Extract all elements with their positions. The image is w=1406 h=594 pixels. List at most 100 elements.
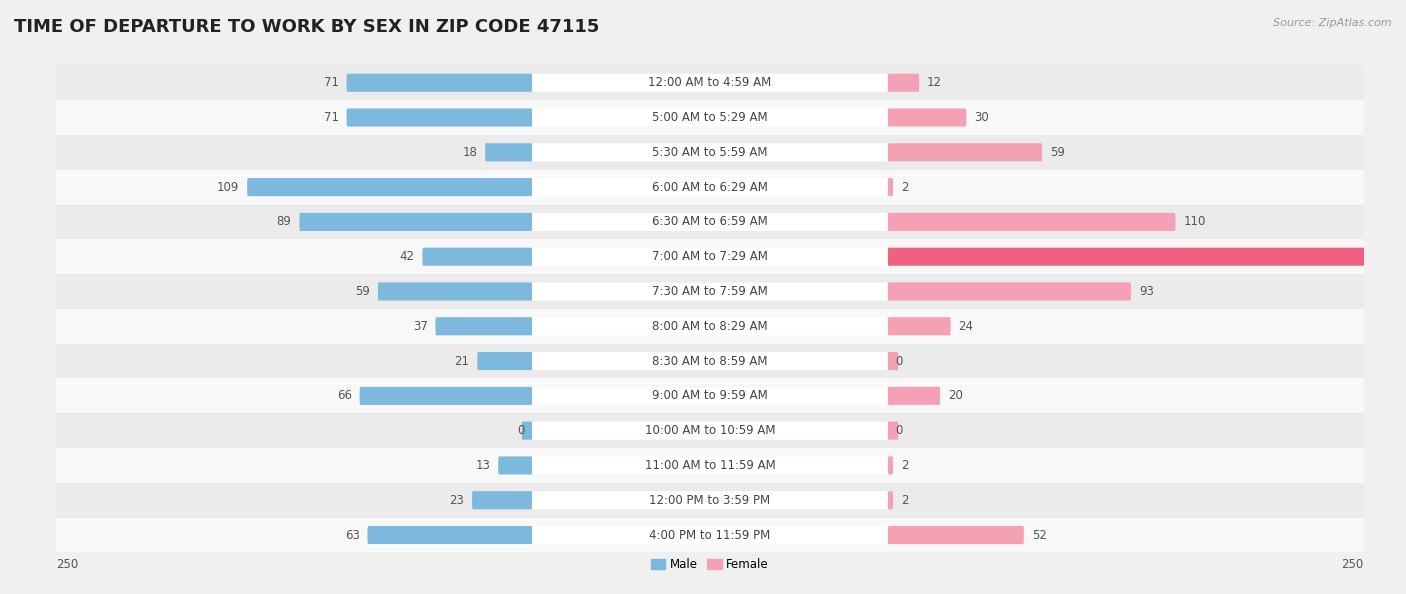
FancyBboxPatch shape — [533, 352, 887, 370]
Bar — [56, 517, 1364, 552]
FancyBboxPatch shape — [887, 526, 1024, 544]
Text: 110: 110 — [1184, 216, 1206, 229]
Text: 2: 2 — [901, 459, 908, 472]
Text: 5:30 AM to 5:59 AM: 5:30 AM to 5:59 AM — [652, 146, 768, 159]
FancyBboxPatch shape — [887, 143, 1042, 162]
FancyBboxPatch shape — [533, 109, 887, 127]
Text: 12: 12 — [927, 76, 942, 89]
Text: 0: 0 — [896, 355, 903, 368]
FancyBboxPatch shape — [533, 422, 887, 440]
FancyBboxPatch shape — [887, 109, 966, 127]
Text: 109: 109 — [217, 181, 239, 194]
Text: 2: 2 — [901, 494, 908, 507]
Text: 12:00 AM to 4:59 AM: 12:00 AM to 4:59 AM — [648, 76, 772, 89]
Text: 63: 63 — [344, 529, 360, 542]
Bar — [56, 448, 1364, 483]
Text: 8:00 AM to 8:29 AM: 8:00 AM to 8:29 AM — [652, 320, 768, 333]
Text: 0: 0 — [896, 424, 903, 437]
FancyBboxPatch shape — [247, 178, 533, 196]
Text: 2: 2 — [901, 181, 908, 194]
FancyBboxPatch shape — [887, 178, 893, 196]
Bar — [56, 274, 1364, 309]
FancyBboxPatch shape — [887, 317, 950, 336]
Text: 10:00 AM to 10:59 AM: 10:00 AM to 10:59 AM — [645, 424, 775, 437]
FancyBboxPatch shape — [887, 213, 1175, 231]
FancyBboxPatch shape — [533, 387, 887, 405]
Legend: Male, Female: Male, Female — [647, 553, 773, 576]
FancyBboxPatch shape — [887, 456, 893, 475]
Text: 5:00 AM to 5:29 AM: 5:00 AM to 5:29 AM — [652, 111, 768, 124]
Bar — [56, 170, 1364, 204]
Bar — [56, 135, 1364, 170]
FancyBboxPatch shape — [533, 74, 887, 92]
FancyBboxPatch shape — [367, 526, 533, 544]
FancyBboxPatch shape — [346, 74, 533, 92]
Text: 30: 30 — [974, 111, 988, 124]
FancyBboxPatch shape — [887, 422, 898, 440]
Text: 6:00 AM to 6:29 AM: 6:00 AM to 6:29 AM — [652, 181, 768, 194]
Text: 8:30 AM to 8:59 AM: 8:30 AM to 8:59 AM — [652, 355, 768, 368]
Text: TIME OF DEPARTURE TO WORK BY SEX IN ZIP CODE 47115: TIME OF DEPARTURE TO WORK BY SEX IN ZIP … — [14, 18, 599, 36]
Bar — [56, 65, 1364, 100]
Text: 23: 23 — [450, 494, 464, 507]
Text: 0: 0 — [517, 424, 524, 437]
Text: Source: ZipAtlas.com: Source: ZipAtlas.com — [1274, 18, 1392, 28]
Text: 89: 89 — [277, 216, 291, 229]
Text: 6:30 AM to 6:59 AM: 6:30 AM to 6:59 AM — [652, 216, 768, 229]
FancyBboxPatch shape — [299, 213, 533, 231]
Bar — [56, 100, 1364, 135]
Text: 21: 21 — [454, 355, 470, 368]
FancyBboxPatch shape — [346, 109, 533, 127]
FancyBboxPatch shape — [533, 282, 887, 301]
Text: 9:00 AM to 9:59 AM: 9:00 AM to 9:59 AM — [652, 389, 768, 402]
Text: 250: 250 — [56, 558, 79, 571]
Text: 13: 13 — [475, 459, 491, 472]
FancyBboxPatch shape — [533, 143, 887, 162]
Text: 18: 18 — [463, 146, 477, 159]
Text: 20: 20 — [948, 389, 963, 402]
Text: 11:00 AM to 11:59 AM: 11:00 AM to 11:59 AM — [645, 459, 775, 472]
Bar — [56, 239, 1364, 274]
FancyBboxPatch shape — [887, 248, 1406, 266]
FancyBboxPatch shape — [887, 282, 1130, 301]
FancyBboxPatch shape — [533, 491, 887, 509]
FancyBboxPatch shape — [887, 491, 893, 509]
Text: 52: 52 — [1032, 529, 1046, 542]
FancyBboxPatch shape — [498, 456, 533, 475]
Text: 250: 250 — [1341, 558, 1364, 571]
FancyBboxPatch shape — [533, 456, 887, 475]
FancyBboxPatch shape — [533, 317, 887, 336]
Text: 71: 71 — [323, 111, 339, 124]
Bar — [56, 309, 1364, 344]
FancyBboxPatch shape — [533, 248, 887, 266]
FancyBboxPatch shape — [485, 143, 533, 162]
Text: 66: 66 — [337, 389, 352, 402]
FancyBboxPatch shape — [472, 491, 533, 509]
FancyBboxPatch shape — [887, 352, 898, 370]
FancyBboxPatch shape — [533, 178, 887, 196]
Text: 42: 42 — [399, 250, 415, 263]
Text: 4:00 PM to 11:59 PM: 4:00 PM to 11:59 PM — [650, 529, 770, 542]
FancyBboxPatch shape — [887, 387, 941, 405]
FancyBboxPatch shape — [360, 387, 533, 405]
FancyBboxPatch shape — [436, 317, 533, 336]
Bar — [56, 378, 1364, 413]
Text: 37: 37 — [413, 320, 427, 333]
FancyBboxPatch shape — [477, 352, 533, 370]
Bar — [56, 204, 1364, 239]
FancyBboxPatch shape — [887, 74, 920, 92]
FancyBboxPatch shape — [522, 422, 533, 440]
Bar — [56, 483, 1364, 517]
Text: 7:30 AM to 7:59 AM: 7:30 AM to 7:59 AM — [652, 285, 768, 298]
Text: 93: 93 — [1139, 285, 1154, 298]
Bar — [56, 413, 1364, 448]
FancyBboxPatch shape — [533, 526, 887, 544]
Text: 12:00 PM to 3:59 PM: 12:00 PM to 3:59 PM — [650, 494, 770, 507]
Text: 59: 59 — [1050, 146, 1064, 159]
Text: 59: 59 — [356, 285, 370, 298]
FancyBboxPatch shape — [422, 248, 533, 266]
Bar — [56, 344, 1364, 378]
FancyBboxPatch shape — [533, 213, 887, 231]
FancyBboxPatch shape — [378, 282, 533, 301]
Text: 24: 24 — [959, 320, 973, 333]
